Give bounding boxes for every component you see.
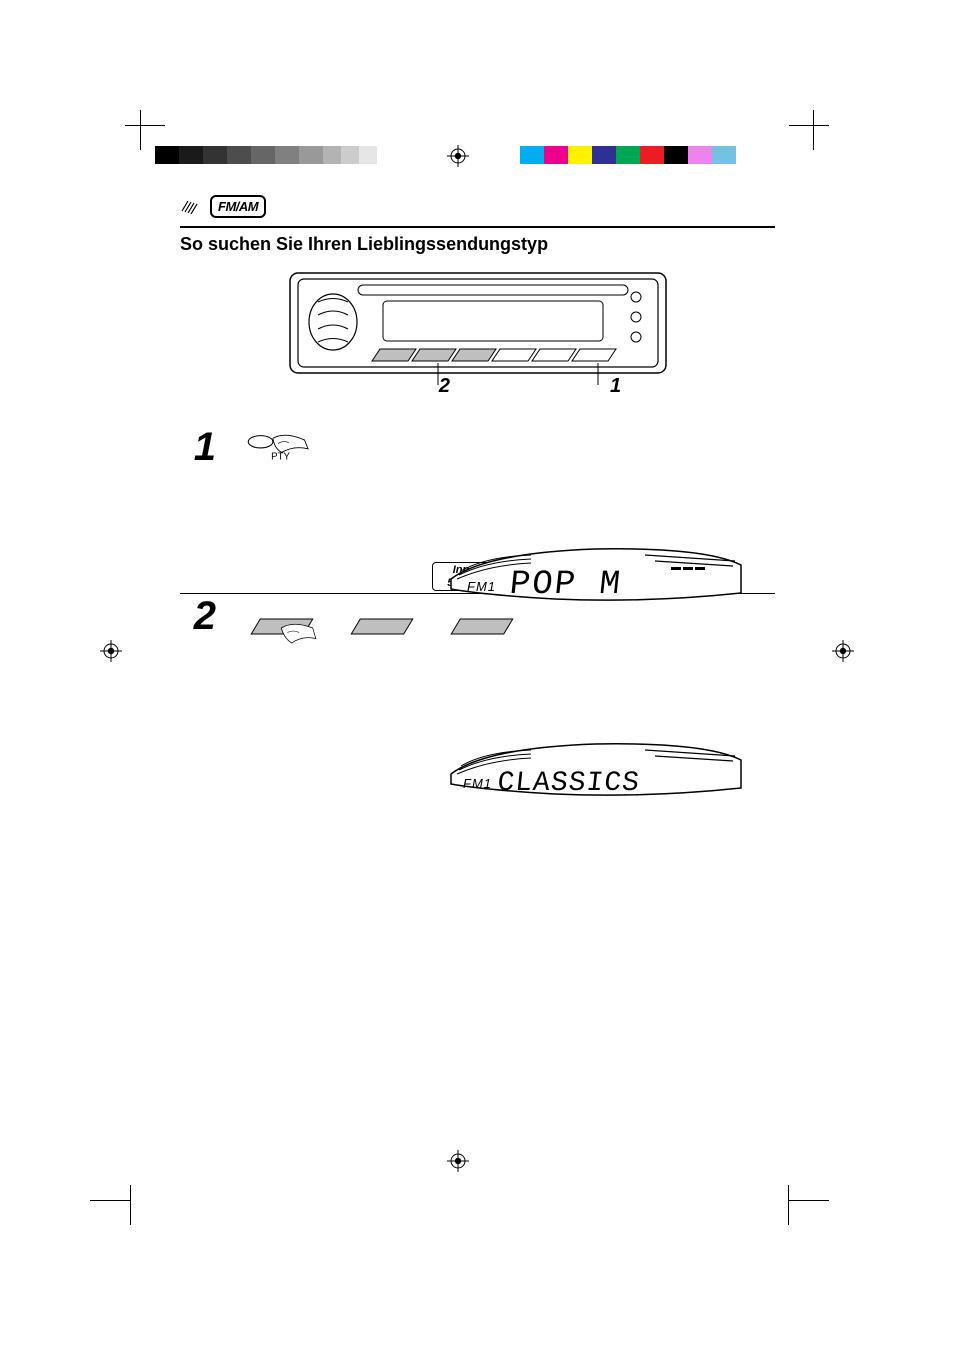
registration-mark-icon — [100, 640, 122, 662]
crop-mark — [788, 1185, 789, 1225]
color-swatch — [616, 146, 640, 164]
callout-2: 2 — [439, 375, 450, 398]
gray-swatch — [155, 146, 179, 164]
crop-mark — [813, 110, 814, 150]
page: FM/AM So suchen Sie Ihren Lieblingssendu… — [0, 0, 954, 1351]
gray-swatch — [251, 146, 275, 164]
lcd1-text: POP M — [508, 566, 624, 604]
section-heading: So suchen Sie Ihren Lieblingssendungstyp — [180, 234, 775, 255]
rule-top — [180, 226, 775, 228]
gray-ramp — [155, 146, 395, 164]
crop-mark — [140, 110, 141, 150]
color-bar — [520, 146, 736, 164]
preset-buttons-illustration — [242, 616, 775, 646]
pty-button-illustration: PTY — [232, 433, 312, 477]
crop-mark — [90, 1200, 130, 1201]
gray-swatch — [359, 146, 377, 164]
gray-swatch — [377, 146, 395, 164]
crop-mark — [125, 125, 165, 126]
fm-am-badge: FM/AM — [210, 195, 266, 218]
gray-swatch — [275, 146, 299, 164]
lcd1-band: FM1 — [467, 579, 496, 594]
color-swatch — [640, 146, 664, 164]
pty-label: PTY — [271, 451, 290, 462]
diagram-callouts: 2 1 — [288, 375, 668, 398]
preset-button-2 — [342, 616, 428, 646]
lcd-display-1: FM1 POP M — [445, 535, 745, 605]
color-swatch — [712, 146, 736, 164]
color-swatch — [592, 146, 616, 164]
section-badge: FM/AM — [180, 195, 775, 218]
signal-icon — [180, 197, 204, 217]
lcd-display-2: FM1 CLASSICS — [445, 730, 745, 800]
registration-mark-icon — [832, 640, 854, 662]
crop-mark — [789, 1200, 829, 1201]
color-swatch — [520, 146, 544, 164]
registration-mark-icon — [447, 145, 469, 167]
gray-swatch — [299, 146, 323, 164]
color-swatch — [544, 146, 568, 164]
radio-diagram: 2 1 — [288, 267, 668, 397]
color-swatch — [688, 146, 712, 164]
lcd2-band: FM1 — [463, 776, 492, 791]
callout-1: 1 — [610, 375, 621, 398]
color-swatch — [568, 146, 592, 164]
content-area: FM/AM So suchen Sie Ihren Lieblingssendu… — [180, 195, 775, 646]
preset-button-3 — [442, 616, 528, 646]
registration-mark-icon — [447, 1150, 469, 1172]
gray-swatch — [203, 146, 227, 164]
step-1-number: 1 — [180, 427, 216, 482]
crop-mark — [130, 1185, 131, 1225]
step-2-number: 2 — [180, 596, 216, 646]
crop-mark — [789, 125, 829, 126]
color-swatch — [664, 146, 688, 164]
gray-swatch — [227, 146, 251, 164]
gray-swatch — [179, 146, 203, 164]
lcd2-text: CLASSICS — [496, 768, 642, 799]
step-1: 1 PTY — [180, 427, 775, 482]
gray-swatch — [323, 146, 341, 164]
preset-button-1 — [242, 616, 328, 646]
gray-swatch — [341, 146, 359, 164]
